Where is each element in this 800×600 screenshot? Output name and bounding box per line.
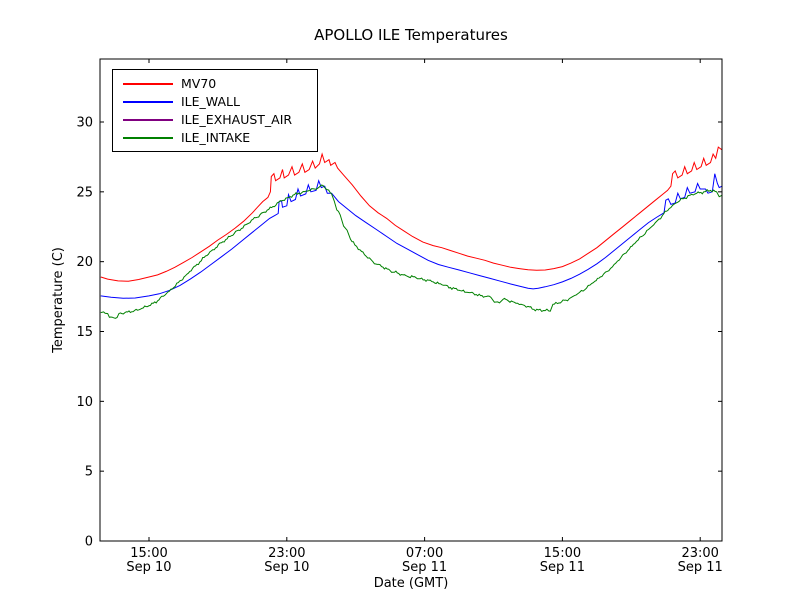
- legend-label: ILE_INTAKE: [181, 130, 251, 145]
- series-ILE_INTAKE: [100, 184, 723, 319]
- legend-item: MV70: [113, 75, 317, 93]
- legend-label: ILE_WALL: [181, 94, 240, 109]
- y-tick-label: 30: [76, 116, 93, 131]
- x-tick-time-label: 15:00: [544, 546, 581, 561]
- y-tick-label: 15: [76, 325, 93, 340]
- series-ILE_WALL: [100, 173, 723, 299]
- y-tick-label: 0: [85, 535, 93, 550]
- x-tick-date-label: Sep 11: [678, 560, 723, 575]
- legend-item: ILE_EXHAUST_AIR: [113, 111, 317, 129]
- y-tick-label: 10: [76, 395, 93, 410]
- axis-ticks: [100, 59, 722, 542]
- x-tick-date-label: Sep 11: [402, 560, 447, 575]
- legend-label: MV70: [181, 76, 217, 91]
- x-tick-time-label: 23:00: [268, 546, 305, 561]
- legend: MV70 ILE_WALL ILE_EXHAUST_AIR ILE_INTAKE: [112, 69, 318, 152]
- x-tick-time-label: 23:00: [681, 546, 718, 561]
- y-tick-label: 25: [76, 185, 93, 200]
- y-tick-label: 5: [85, 465, 93, 480]
- legend-item: ILE_INTAKE: [113, 129, 317, 147]
- x-tick-time-label: 07:00: [406, 546, 443, 561]
- plot-frame: [99, 58, 723, 542]
- legend-line-swatch: [123, 83, 173, 85]
- legend-line-swatch: [123, 101, 173, 103]
- legend-label: ILE_EXHAUST_AIR: [181, 112, 293, 127]
- x-tick-time-label: 15:00: [130, 546, 167, 561]
- chart-series: [100, 146, 723, 542]
- chart-title: APOLLO ILE Temperatures: [314, 26, 508, 44]
- x-axis-label: Date (GMT): [374, 576, 449, 591]
- y-axis-label: Temperature (C): [51, 247, 66, 354]
- legend-line-swatch: [123, 137, 173, 139]
- y-tick-label: 20: [76, 255, 93, 270]
- x-tick-date-label: Sep 11: [540, 560, 585, 575]
- legend-item: ILE_WALL: [113, 93, 317, 111]
- series-MV70: [100, 146, 723, 282]
- x-tick-date-label: Sep 10: [126, 560, 171, 575]
- x-tick-date-label: Sep 10: [264, 560, 309, 575]
- legend-line-swatch: [123, 119, 173, 121]
